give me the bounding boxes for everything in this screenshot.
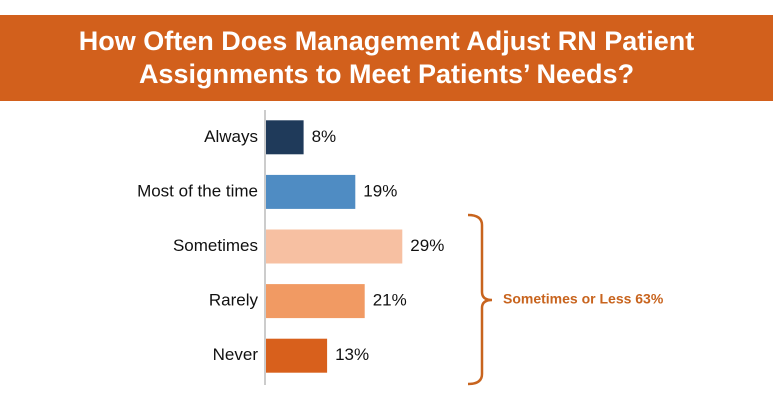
bracket [467, 213, 493, 386]
value-label: 21% [373, 291, 407, 310]
value-label: 19% [363, 181, 397, 200]
category-label: Never [213, 345, 259, 364]
title-banner: How Often Does Management Adjust RN Pati… [0, 15, 773, 101]
value-label: 8% [312, 127, 337, 146]
annotation: Sometimes or Less 63% [503, 291, 664, 307]
value-label: 13% [335, 345, 369, 364]
bar [266, 120, 304, 155]
bar [266, 338, 328, 373]
category-label: Always [204, 127, 258, 146]
bar [266, 284, 365, 319]
category-label: Sometimes [173, 236, 258, 255]
chart-title: How Often Does Management Adjust RN Pati… [78, 26, 695, 89]
bar [266, 229, 403, 264]
category-label: Most of the time [137, 181, 258, 200]
bar [266, 174, 356, 209]
category-label: Rarely [209, 291, 259, 310]
value-label: 29% [410, 236, 444, 255]
